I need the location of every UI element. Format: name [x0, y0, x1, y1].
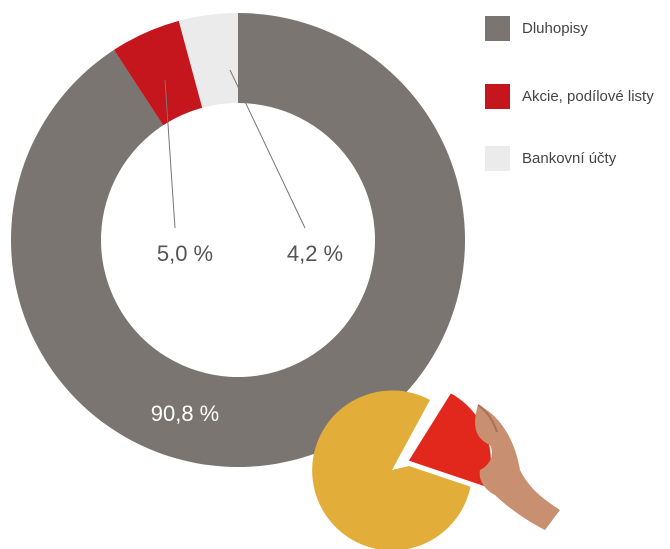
donut-slice — [10, 13, 465, 468]
legend-swatch — [485, 146, 510, 171]
illustration — [312, 387, 560, 549]
legend-swatch — [485, 84, 510, 109]
leader-line — [164, 79, 176, 229]
legend: Dluhopisy Akcie, podílové listy Bankovní ú… — [485, 16, 654, 171]
value-label: 5,0 % — [157, 241, 213, 266]
legend-swatch — [485, 16, 510, 41]
legend-label: Akcie, podílové listy — [522, 88, 654, 105]
value-label: 4,2 % — [287, 241, 343, 266]
value-labels: 90,8 % 5,0 % 4,2 % — [151, 241, 343, 426]
donut — [10, 13, 465, 468]
donut-slice — [178, 13, 238, 108]
value-label: 90,8 % — [151, 401, 220, 426]
legend-label: Dluhopisy — [522, 20, 588, 37]
leader-line — [229, 69, 306, 229]
legend-label: Bankovní účty — [522, 150, 617, 167]
donut-slice — [113, 20, 203, 126]
